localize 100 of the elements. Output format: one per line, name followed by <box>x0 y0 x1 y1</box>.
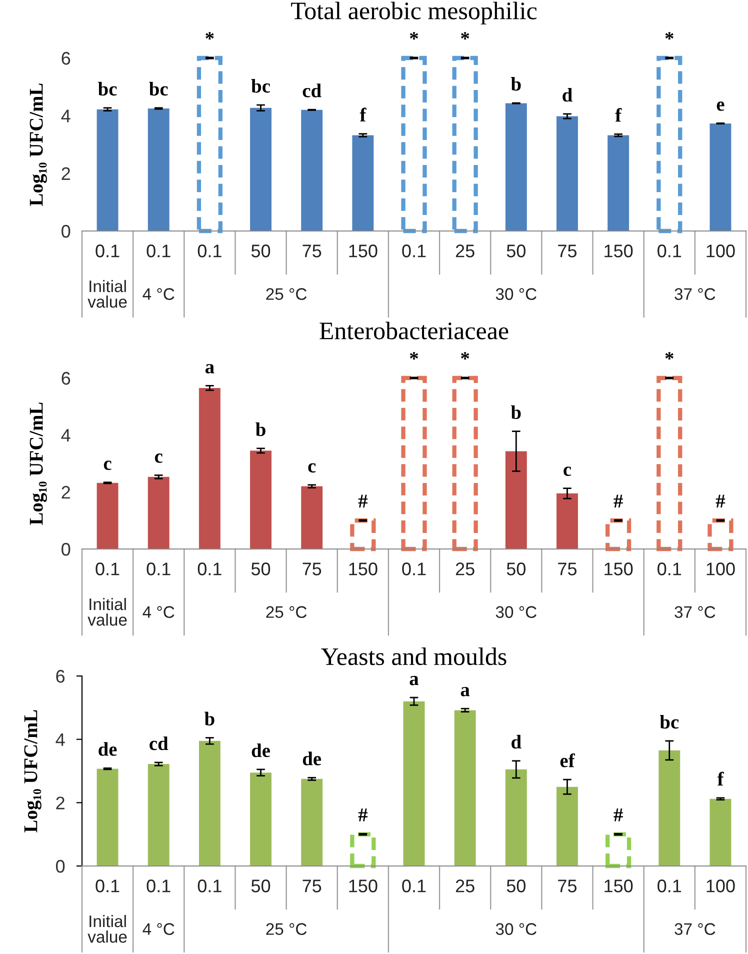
x-tick-label: 0.1 <box>146 244 170 258</box>
bar <box>454 710 476 866</box>
data-label: * <box>665 352 674 360</box>
data-label: # <box>358 808 368 822</box>
x-tick-label: 75 <box>302 244 322 258</box>
x-tick-label: 25 <box>456 562 474 576</box>
bar <box>198 740 220 866</box>
data-label: c <box>564 466 572 476</box>
data-label: f <box>717 772 724 786</box>
data-label: * <box>206 32 214 40</box>
data-label: b <box>204 712 214 726</box>
x-tick-label: 75 <box>558 562 577 576</box>
y-tick-label: 4 <box>61 110 70 122</box>
data-label: d <box>562 88 572 102</box>
y-tick-label: 4 <box>56 733 65 746</box>
x-tick-label: 75 <box>302 562 322 576</box>
text: 25 °C <box>266 606 307 618</box>
data-label: # <box>716 494 726 508</box>
bar <box>96 768 118 866</box>
data-label: bc <box>149 82 168 96</box>
x-tick-label: 0.1 <box>658 562 682 576</box>
data-label: * <box>461 352 470 360</box>
data-label: de <box>98 742 117 756</box>
data-label: # <box>614 494 623 508</box>
x-tick-label: 150 <box>604 880 633 892</box>
data-label: # <box>614 808 623 822</box>
x-tick-label: 150 <box>349 244 378 258</box>
y-tick-label: 2 <box>62 167 70 180</box>
text: 30 °C <box>496 288 536 300</box>
text: 4 °C <box>142 606 174 618</box>
chart-title: Enterobacteriaceae <box>320 322 508 340</box>
x-tick-label: 0.1 <box>658 880 682 892</box>
x-tick-label: 50 <box>506 562 526 576</box>
data-label: d <box>512 734 522 749</box>
bar <box>556 786 578 866</box>
text: 25 °C <box>266 923 307 935</box>
data-label: f <box>615 108 622 122</box>
text: 4 °C <box>142 923 174 935</box>
x-tick-label: 150 <box>349 880 378 892</box>
y-tick-label: 0 <box>62 542 70 556</box>
text: 25 °C <box>266 288 307 300</box>
text: Initial value <box>88 280 127 308</box>
bar <box>710 798 732 866</box>
x-tick-label: 100 <box>706 880 735 892</box>
text: Initial value <box>88 598 127 626</box>
text: 37 °C <box>674 606 716 618</box>
x-tick-label: 75 <box>558 880 577 892</box>
x-tick-label: 0.1 <box>146 562 170 576</box>
bar <box>250 772 272 866</box>
bar <box>658 750 680 866</box>
y-tick-label: 6 <box>56 670 65 683</box>
data-label: * <box>665 32 674 40</box>
x-tick-label: 50 <box>251 244 270 258</box>
x-tick-label: 50 <box>251 880 270 892</box>
y-axis-title: Log₁₀ UFC/mL <box>30 84 47 206</box>
x-tick-label: 0.1 <box>146 880 170 892</box>
x-tick-label: 150 <box>349 562 378 576</box>
y-tick-label: 2 <box>56 796 64 810</box>
data-label: de <box>302 752 322 766</box>
data-label: bc <box>251 79 270 93</box>
x-tick-label: 0.1 <box>402 880 426 892</box>
x-tick-label: 50 <box>251 562 270 576</box>
data-label: a <box>410 676 419 686</box>
chart-title: Yeasts and moulds <box>321 648 506 666</box>
bar <box>301 778 323 866</box>
text: 30 °C <box>496 923 536 935</box>
text: 30 °C <box>496 606 536 618</box>
data-label: c <box>104 460 112 470</box>
x-tick-label: 0.1 <box>402 244 426 258</box>
x-tick-label: 100 <box>706 244 735 258</box>
data-label: c <box>308 463 316 473</box>
chart-title: Total aerobic mesophilic <box>291 2 537 24</box>
bar <box>148 764 170 866</box>
x-tick-label: 150 <box>604 244 633 258</box>
x-tick-label: 150 <box>604 562 633 576</box>
x-tick-label: 75 <box>558 244 577 258</box>
text: 37 °C <box>674 923 716 935</box>
data-label: b <box>256 422 266 436</box>
data-label: * <box>461 32 470 40</box>
text: Initial value <box>88 914 127 943</box>
x-tick-label: 50 <box>506 244 526 258</box>
x-tick-label: 25 <box>456 244 474 258</box>
data-label: bc <box>660 714 679 729</box>
data-label: b <box>510 77 521 91</box>
x-tick-label: 0.1 <box>198 244 222 258</box>
data-label: ef <box>560 753 575 768</box>
data-label: # <box>358 494 368 508</box>
y-tick-label: 2 <box>62 486 70 499</box>
x-tick-label: 100 <box>706 562 735 576</box>
text: 4 °C <box>142 288 174 300</box>
data-label: e <box>716 102 724 111</box>
data-label: * <box>410 32 418 40</box>
data-label: a <box>205 364 214 374</box>
x-tick-label: 0.1 <box>96 244 120 258</box>
text: 37 °C <box>674 288 716 300</box>
bar <box>505 769 527 866</box>
data-label: de <box>252 743 270 758</box>
x-tick-label: 0.1 <box>658 244 682 258</box>
x-tick-label: 0.1 <box>96 880 120 892</box>
x-tick-label: 75 <box>302 880 322 892</box>
